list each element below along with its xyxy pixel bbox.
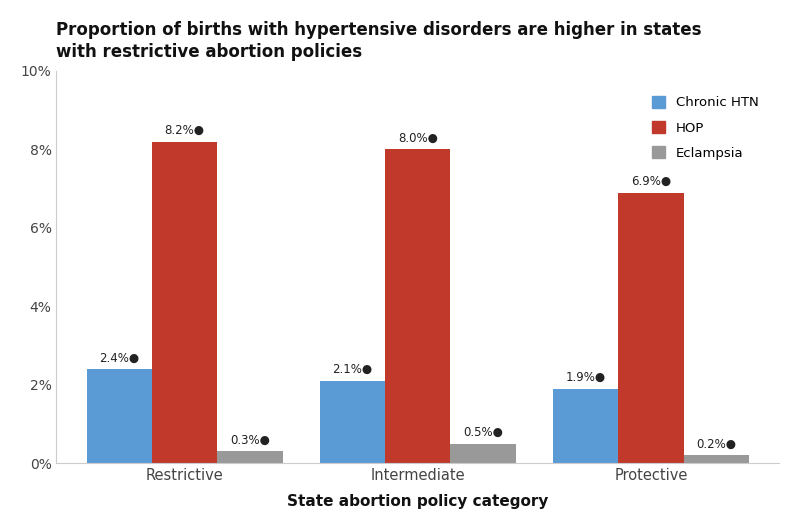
Bar [450, 444, 516, 463]
Legend: Chronic HTN, HOP, Eclampsia: Chronic HTN, HOP, Eclampsia [646, 89, 766, 166]
Text: 6.9%●: 6.9%● [631, 175, 671, 188]
Text: 8.0%●: 8.0%● [398, 131, 438, 145]
Bar [618, 192, 683, 463]
Bar [320, 381, 385, 463]
Text: Proportion of births with hypertensive disorders are higher in states
with restr: Proportion of births with hypertensive d… [57, 21, 702, 61]
Text: 0.2%●: 0.2%● [696, 438, 736, 450]
Text: 2.4%●: 2.4%● [99, 351, 139, 364]
Text: 0.5%●: 0.5%● [463, 426, 503, 439]
Text: 8.2%●: 8.2%● [165, 124, 205, 137]
Text: 1.9%●: 1.9%● [566, 371, 606, 384]
X-axis label: State abortion policy category: State abortion policy category [287, 494, 549, 509]
Text: 0.3%●: 0.3%● [230, 434, 270, 447]
Bar [683, 455, 749, 463]
Bar [553, 388, 618, 463]
Bar [152, 142, 218, 463]
Bar [385, 149, 450, 463]
Text: 2.1%●: 2.1%● [333, 363, 373, 376]
Bar [218, 452, 282, 463]
Bar [86, 369, 152, 463]
